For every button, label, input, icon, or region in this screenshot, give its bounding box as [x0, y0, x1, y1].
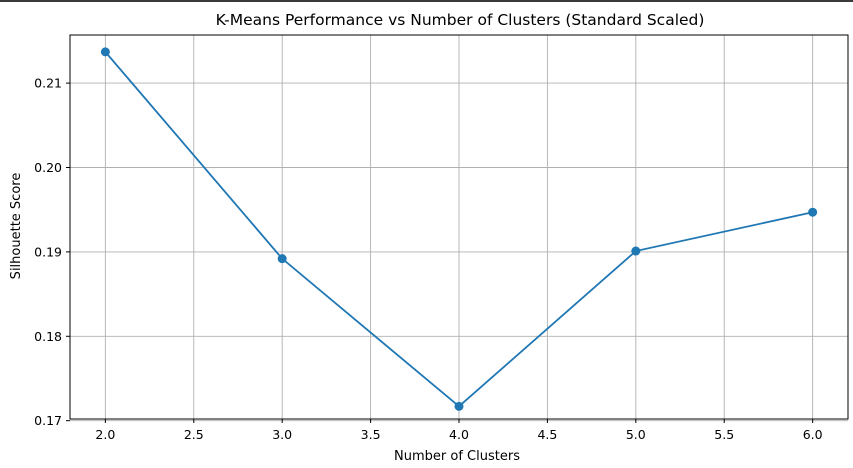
y-tick-label: 0.19	[34, 244, 62, 259]
grid-layer	[70, 35, 848, 422]
data-point	[808, 207, 818, 217]
data-point	[277, 254, 287, 264]
x-tick-label: 2.0	[95, 427, 115, 442]
data-point	[100, 47, 110, 57]
y-tick-label: 0.17	[34, 413, 62, 428]
x-axis-label: Number of Clusters	[394, 449, 520, 464]
x-tick-label: 4.0	[449, 427, 469, 442]
x-tick-label: 3.5	[361, 427, 381, 442]
y-tick-label: 0.18	[34, 329, 62, 344]
data-point	[631, 246, 641, 256]
x-tick-label: 5.0	[626, 427, 646, 442]
y-tick-label: 0.21	[34, 76, 62, 91]
x-tick-label: 6.0	[803, 427, 823, 442]
y-tick-label: 0.20	[34, 160, 62, 175]
x-tick-label: 2.5	[184, 427, 204, 442]
tick-layer: 2.0 2.5 3.0 3.5 4.0 4.5 5.0 5.5 6.0 0.17 0.18 0.19 0…	[34, 76, 822, 442]
window-top-border	[0, 0, 853, 2]
data-point	[454, 401, 464, 411]
x-tick-label: 5.5	[714, 427, 734, 442]
y-axis-label: Silhouette Score	[9, 173, 24, 280]
x-tick-label: 4.5	[537, 427, 557, 442]
chart-title: K-Means Performance vs Number of Cluster…	[216, 11, 705, 29]
x-tick-label: 3.0	[272, 427, 292, 442]
series-layer	[100, 47, 818, 411]
